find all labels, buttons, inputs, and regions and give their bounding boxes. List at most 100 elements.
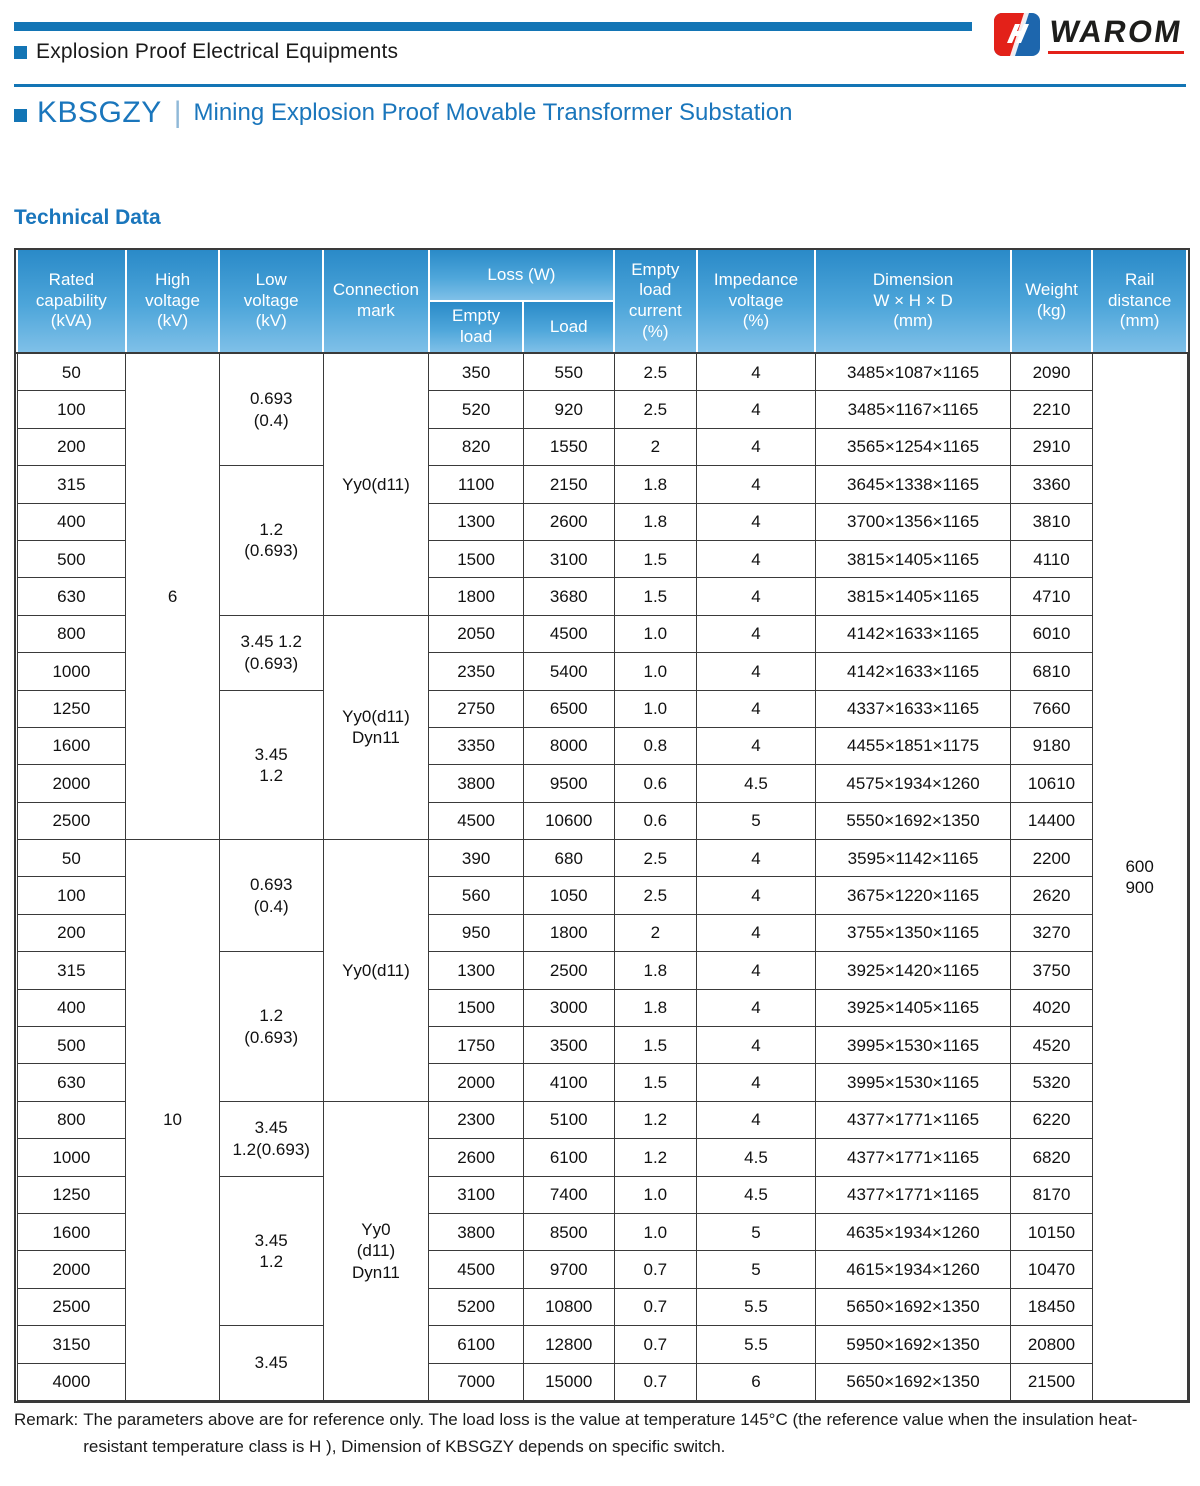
table-cell: 1000 bbox=[16, 652, 127, 691]
table-cell: 4 bbox=[696, 502, 816, 541]
table-row: 315 1.2 (0.693) 1100 2150 1.8 4 3645×1338×1165… bbox=[16, 465, 1187, 616]
table-cell: 1.0 bbox=[613, 652, 698, 691]
table-row: Empty load Load bbox=[17, 300, 1187, 354]
table-cell: 4 bbox=[696, 352, 816, 392]
table-row: 2000 3800 9500 0.6 4.5 4575×1934×1260 10610 bbox=[16, 764, 1187, 803]
table-cell: 1500 bbox=[428, 988, 524, 1028]
table-cell: 18450 bbox=[1010, 1287, 1093, 1327]
table-cell: 20800 bbox=[1010, 1325, 1093, 1364]
table-cell: 4500 bbox=[522, 614, 615, 654]
table-cell: 4 bbox=[696, 876, 816, 915]
table-row: 1600 3800 8500 1.0 5 4635×1934×1260 10150 bbox=[16, 1212, 1187, 1252]
table-cell: 5950×1692×1350 bbox=[814, 1325, 1012, 1364]
table-cell: 350 bbox=[428, 352, 524, 392]
table-cell: 1250 bbox=[16, 1175, 127, 1214]
low-voltage-group: 3.45 bbox=[218, 1325, 324, 1401]
table-cell: 12800 bbox=[522, 1325, 615, 1364]
table-cell: 3995×1530×1165 bbox=[814, 1063, 1012, 1102]
connection-mark-group: Yy0(d11) Dyn11 bbox=[322, 614, 430, 841]
connection-mark-group: Yy0(d11) bbox=[322, 839, 430, 1102]
table-cell: 2500 bbox=[522, 951, 615, 990]
table-cell: 21500 bbox=[1010, 1362, 1093, 1401]
technical-data-table: Rated capability (kVA) High voltage (kV) L… bbox=[14, 248, 1190, 1403]
header-divider bbox=[14, 84, 1186, 87]
table-cell: 200 bbox=[16, 913, 127, 953]
table-cell: 800 bbox=[16, 1100, 127, 1140]
table-row: 50 6 0.693 (0.4) Yy0(d11) 350 550 2.5 4 3485×108… bbox=[16, 352, 1188, 1401]
table-cell: 950 bbox=[428, 913, 524, 953]
low-voltage-group: 3.45 1.2(0.693) bbox=[218, 1100, 324, 1177]
table-cell: 1.5 bbox=[613, 1063, 698, 1102]
table-cell: 2600 bbox=[428, 1138, 524, 1177]
table-cell: 6810 bbox=[1010, 652, 1093, 691]
table-cell: 1250 bbox=[16, 689, 127, 728]
table-row: 200 950 1800 2 4 3755×1350×1165 3270 bbox=[16, 913, 1187, 953]
blue-square-bullet-icon bbox=[14, 45, 27, 59]
table-cell: 4615×1934×1260 bbox=[814, 1250, 1012, 1289]
product-model: KBSGZY bbox=[37, 96, 162, 129]
low-voltage-group: 0.693 (0.4) bbox=[218, 839, 324, 953]
table-cell: 1050 bbox=[522, 876, 615, 915]
table-cell: 3925×1405×1165 bbox=[814, 988, 1012, 1028]
table-cell: 2500 bbox=[16, 801, 127, 841]
table-cell: 1550 bbox=[522, 427, 615, 467]
table-cell: 7660 bbox=[1010, 689, 1093, 728]
table-row: 200 820 1550 2 4 3565×1254×1165 2910 bbox=[16, 427, 1187, 467]
remark-label: Remark: bbox=[14, 1410, 79, 1429]
low-voltage-group: 0.693 (0.4) bbox=[218, 352, 324, 467]
table-cell: 10610 bbox=[1010, 764, 1093, 803]
header-load: Load bbox=[522, 300, 616, 354]
table-cell: 1500 bbox=[428, 539, 524, 579]
table-cell: 14400 bbox=[1010, 801, 1093, 841]
table-cell: 5650×1692×1350 bbox=[814, 1287, 1012, 1327]
table-cell: 560 bbox=[428, 876, 524, 915]
table-cell: 2000 bbox=[428, 1063, 524, 1102]
table-cell: 3350 bbox=[428, 726, 524, 766]
table-cell: 1.0 bbox=[613, 1212, 698, 1252]
table-cell: 4 bbox=[696, 951, 816, 990]
table-cell: 1.0 bbox=[613, 614, 698, 654]
table-cell: 4377×1771×1165 bbox=[814, 1100, 1012, 1140]
remark-text: The parameters above are for reference o… bbox=[83, 1410, 1138, 1457]
product-subtitle: Mining Explosion Proof Movable Transform… bbox=[193, 99, 793, 126]
table-cell: 2910 bbox=[1010, 427, 1093, 467]
table-cell: 5100 bbox=[522, 1100, 615, 1140]
table-cell: 680 bbox=[522, 839, 615, 878]
table-row: 2000 4500 9700 0.7 5 4615×1934×1260 10470 bbox=[16, 1250, 1187, 1289]
table-cell: 2210 bbox=[1010, 390, 1093, 429]
table-cell: 5320 bbox=[1010, 1063, 1093, 1102]
table-cell: 9500 bbox=[522, 764, 615, 803]
table-cell: 4 bbox=[696, 1026, 816, 1065]
table-cell: 500 bbox=[16, 539, 127, 579]
table-cell: 4 bbox=[696, 539, 816, 579]
table-cell: 3595×1142×1165 bbox=[814, 839, 1012, 878]
table-cell: 1.5 bbox=[613, 577, 698, 616]
table-cell: 1.8 bbox=[613, 988, 698, 1028]
table-cell: 1.5 bbox=[613, 1026, 698, 1065]
table-cell: 4377×1771×1165 bbox=[814, 1175, 1012, 1214]
table-row: 1250 3.45 1.2 2750 6500 1.0 4 4337×1633×1165 76… bbox=[16, 689, 1187, 841]
table-cell: 3815×1405×1165 bbox=[814, 539, 1012, 579]
table-row: 800 3.45 1.2(0.693) Yy0 (d11) Dyn11 2300 510… bbox=[16, 1100, 1187, 1401]
table-cell: 3675×1220×1165 bbox=[814, 876, 1012, 915]
table-cell: 4000 bbox=[16, 1362, 127, 1401]
table-cell: 0.6 bbox=[613, 801, 698, 841]
table-cell: 390 bbox=[428, 839, 524, 878]
low-voltage-group: 3.45 1.2 bbox=[218, 1175, 324, 1327]
table-cell: 5 bbox=[696, 1250, 816, 1289]
header-empty-load-current: Empty load current (%) bbox=[613, 250, 698, 354]
table-cell: 3755×1350×1165 bbox=[814, 913, 1012, 953]
table-cell: 3750 bbox=[1010, 951, 1093, 990]
table-cell: 3995×1530×1165 bbox=[814, 1026, 1012, 1065]
table-row: 315 1.2 (0.693) 1300 2500 1.8 4 3925×1420×1165… bbox=[16, 951, 1187, 1102]
table-cell: 2750 bbox=[428, 689, 524, 728]
table-cell: 9700 bbox=[522, 1250, 615, 1289]
table-cell: 6100 bbox=[428, 1325, 524, 1364]
table-cell: 550 bbox=[522, 352, 615, 392]
header-loss: Loss (W) bbox=[427, 250, 616, 302]
table-cell: 6500 bbox=[522, 689, 615, 728]
table-row: 2500 5200 10800 0.7 5.5 5650×1692×1350 18450 bbox=[16, 1287, 1187, 1327]
table-cell: 4 bbox=[696, 726, 816, 766]
table-cell: 2050 bbox=[428, 614, 524, 654]
table-cell: 2.5 bbox=[613, 839, 698, 878]
